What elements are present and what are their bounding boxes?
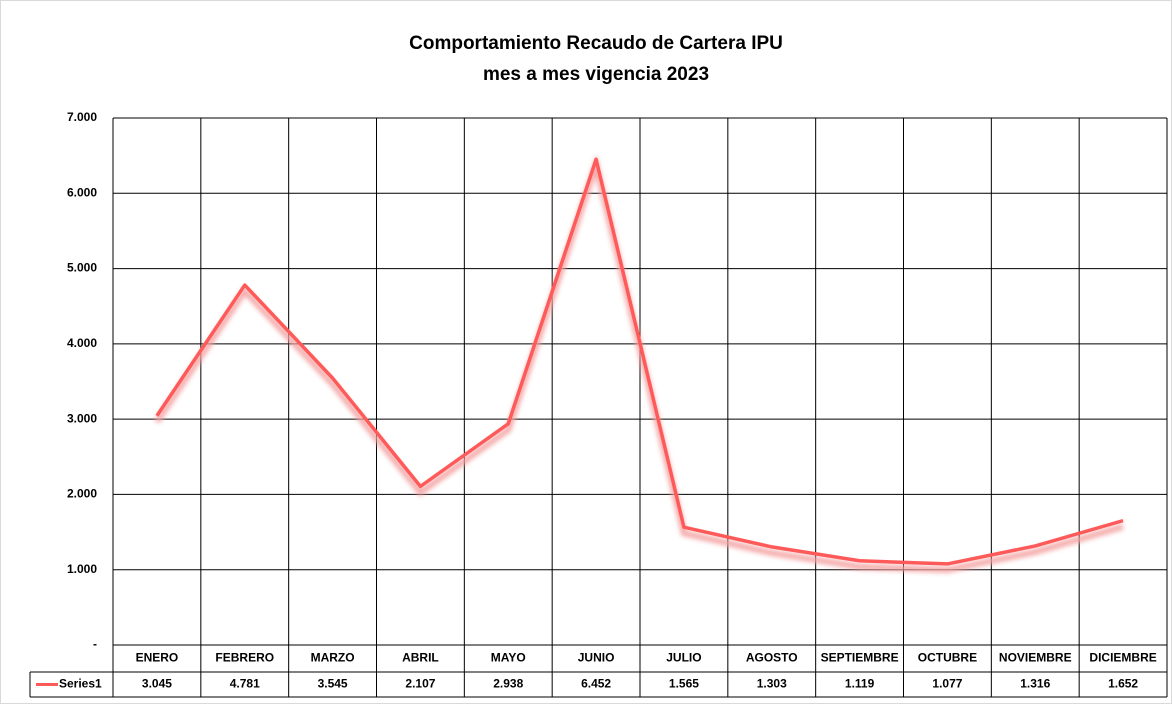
table-value: 3.545 [318,677,348,691]
x-tick-label: MAYO [491,651,526,665]
x-tick-label: JUNIO [578,651,615,665]
x-tick-label: JULIO [666,651,701,665]
legend-label: Series1 [59,677,102,691]
x-tick-label: NOVIEMBRE [999,651,1072,665]
table-value: 6.452 [581,677,611,691]
table-value: 1.303 [757,677,787,691]
x-tick-label: SEPTIEMBRE [821,651,899,665]
x-tick-label: ENERO [136,651,179,665]
table-value: 4.781 [230,677,260,691]
table-value: 1.119 [845,677,875,691]
y-tick-label: 3.000 [67,411,97,425]
table-value: 3.045 [142,677,172,691]
chart-title: Comportamiento Recaudo de Cartera IPU [409,33,783,54]
series-line [155,157,1124,566]
table-value: 1.316 [1020,677,1050,691]
x-tick-label: ABRIL [402,651,439,665]
y-tick-label: 2.000 [67,487,97,501]
table-value: 1.652 [1108,677,1138,691]
y-tick-label: 4.000 [67,336,97,350]
x-tick-label: MARZO [311,651,355,665]
y-tick-label: 1.000 [67,562,97,576]
x-tick-label: AGOSTO [746,651,798,665]
y-tick-label: 7.000 [67,110,97,124]
y-tick-label: - [93,637,97,651]
table-value: 1.077 [932,677,962,691]
table-value: 1.565 [669,677,699,691]
x-tick-label: OCTUBRE [918,651,977,665]
y-tick-label: 6.000 [67,185,97,199]
table-value: 2.938 [493,677,523,691]
chart-subtitle: mes a mes vigencia 2023 [483,64,709,85]
x-tick-label: FEBRERO [215,651,274,665]
x-tick-label: DICIEMBRE [1089,651,1156,665]
y-tick-label: 5.000 [67,261,97,275]
table-value: 2.107 [405,677,435,691]
